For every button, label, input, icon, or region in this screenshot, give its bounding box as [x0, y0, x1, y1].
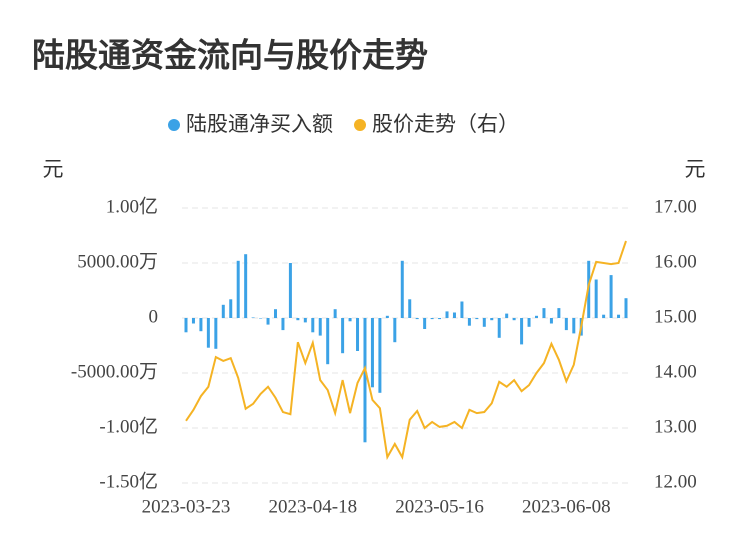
bar — [341, 318, 345, 354]
bar — [602, 314, 606, 318]
y2-tick-label: 14.00 — [654, 361, 697, 382]
bar — [236, 260, 240, 318]
bar — [266, 318, 270, 325]
bar — [311, 318, 315, 333]
y-tick-label: -5000.00万 — [71, 361, 158, 382]
bar — [356, 318, 360, 351]
bar — [288, 263, 292, 318]
y-tick-label: 0 — [149, 306, 159, 327]
bar — [408, 299, 412, 318]
bar — [467, 318, 471, 326]
bar — [609, 275, 613, 318]
x-tick-label: 2023-03-23 — [142, 496, 231, 517]
bar — [505, 313, 509, 318]
bar — [214, 318, 218, 349]
bar — [497, 318, 501, 338]
legend-label: 陆股通净买入额 — [186, 112, 333, 136]
y-tick-label: -1.00亿 — [99, 415, 158, 437]
bar — [259, 318, 263, 319]
x-tick-label: 2023-05-16 — [395, 496, 484, 517]
bar — [430, 318, 434, 320]
bar — [490, 318, 494, 321]
chart-title: 陆股通资金流向与股价走势 — [32, 36, 428, 75]
y2-tick-label: 16.00 — [654, 251, 697, 272]
bar — [527, 318, 531, 327]
bar — [542, 308, 546, 318]
bar — [452, 312, 456, 318]
bar — [594, 279, 598, 318]
bar — [482, 318, 486, 327]
bar — [303, 318, 307, 323]
bar — [281, 318, 285, 331]
y-tick-label: 1.00亿 — [106, 195, 158, 217]
y-tick-label: 5000.00万 — [77, 251, 158, 272]
x-tick-label: 2023-04-18 — [268, 496, 357, 517]
bar — [318, 318, 322, 336]
bar — [244, 254, 248, 318]
bar — [624, 298, 628, 318]
y2-tick-label: 13.00 — [654, 416, 697, 437]
x-tick-label: 2023-06-08 — [522, 496, 611, 517]
y-unit: 元 — [43, 157, 64, 181]
bar — [475, 318, 479, 320]
bar — [229, 299, 233, 318]
bar — [348, 318, 352, 322]
bar — [296, 318, 300, 321]
bar — [370, 318, 374, 388]
bar — [423, 318, 427, 329]
legend: 陆股通净买入额 股价走势（右） — [168, 112, 519, 136]
bar — [191, 318, 195, 324]
legend-marker — [168, 119, 180, 131]
bar — [535, 315, 539, 318]
y2-tick-label: 17.00 — [654, 196, 697, 217]
bar — [400, 260, 404, 318]
bar — [333, 309, 337, 318]
bar — [184, 318, 188, 333]
bar — [385, 315, 389, 318]
bar — [221, 304, 225, 318]
bar — [199, 318, 203, 332]
bar — [251, 317, 255, 318]
y2-tick-label: 12.00 — [654, 471, 697, 492]
bar — [363, 318, 367, 443]
bar — [415, 318, 419, 320]
bar — [378, 318, 382, 393]
bar — [572, 318, 576, 334]
bar — [617, 314, 621, 318]
bar — [564, 318, 568, 331]
y2-unit: 元 — [685, 157, 706, 181]
price-line — [185, 240, 627, 461]
bar — [438, 318, 442, 320]
y2-tick-label: 15.00 — [654, 306, 697, 327]
bar — [273, 309, 277, 318]
bar — [520, 318, 524, 345]
bar — [206, 318, 210, 348]
legend-label: 股价走势（右） — [372, 112, 519, 136]
bar — [460, 301, 464, 318]
bar — [445, 311, 449, 318]
y-tick-label: -1.50亿 — [99, 470, 158, 492]
bar — [512, 318, 516, 321]
bar — [393, 318, 397, 343]
bar — [557, 308, 561, 318]
bar — [326, 318, 330, 365]
bar — [549, 318, 553, 324]
legend-marker — [354, 119, 366, 131]
